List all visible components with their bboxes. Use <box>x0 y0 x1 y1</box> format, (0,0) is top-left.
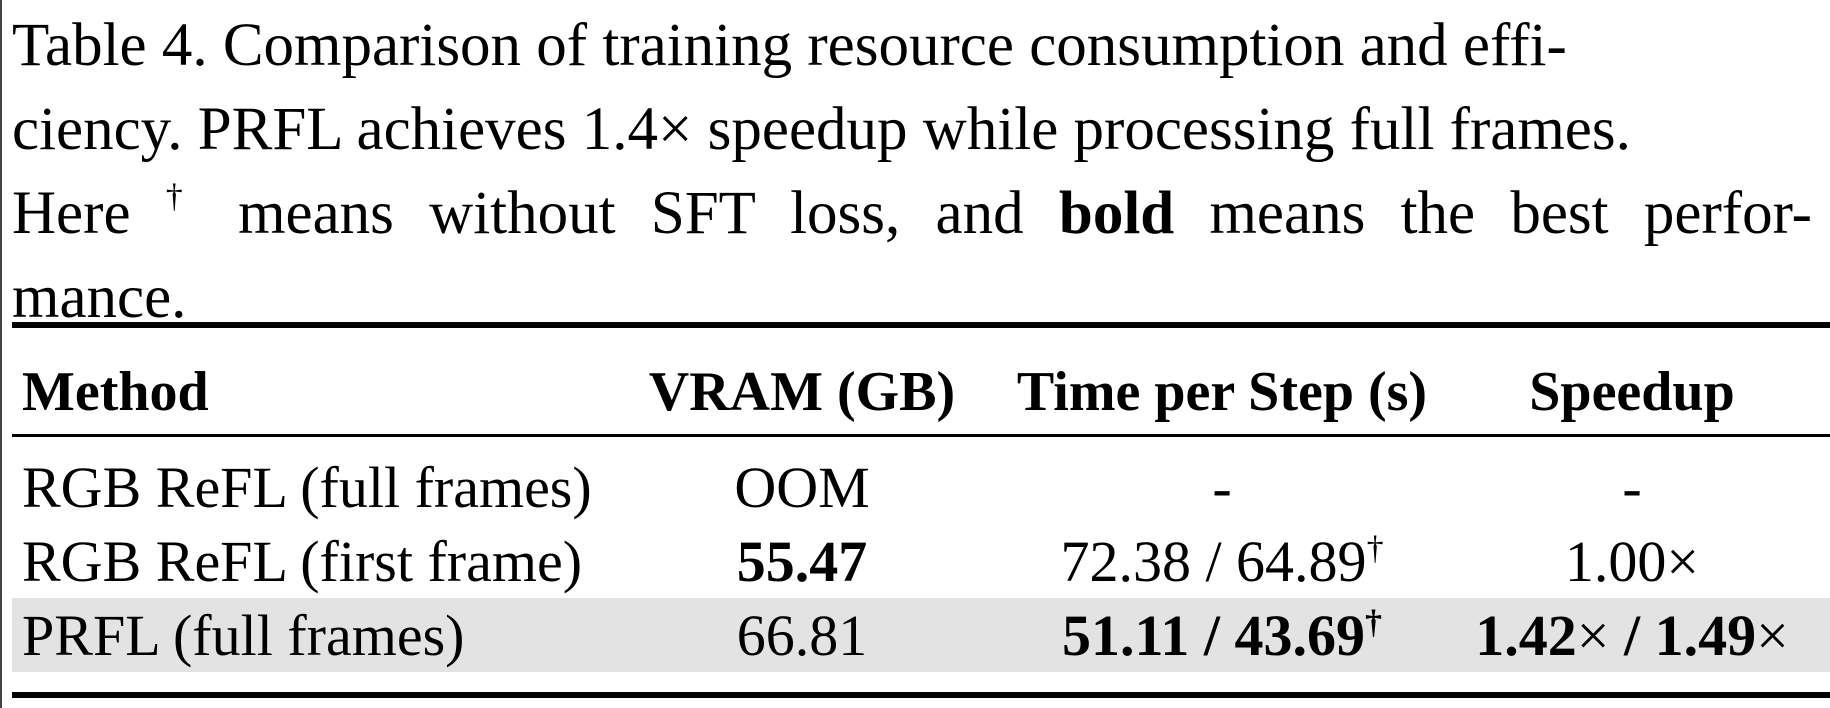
header-time-per-step: Time per Step (s) <box>1016 361 1428 423</box>
times-symbol: × <box>1756 603 1789 668</box>
header-vram: VRAM (GB) <box>648 361 956 423</box>
cell-method: PRFL (full frames) <box>22 603 465 668</box>
cell-vram: 66.81 <box>736 603 868 668</box>
header-method: Method <box>22 361 209 423</box>
table-row-highlighted: PRFL (full frames) 66.81 51.11 / 43.69† … <box>12 598 1830 672</box>
caption-line-2: ciency. PRFL achieves 1.4× speedup while… <box>12 96 1631 163</box>
dagger-symbol: † <box>165 178 203 215</box>
table-top-rule <box>12 322 1830 328</box>
cell-speedup: - <box>1622 455 1642 520</box>
dagger-symbol: † <box>1366 530 1384 567</box>
dagger-symbol: † <box>1364 604 1382 641</box>
header-speedup: Speedup <box>1529 361 1735 423</box>
cell-vram: OOM <box>734 455 870 520</box>
cell-speedup: 1.42× / 1.49× <box>1442 602 1822 669</box>
caption-here: Here <box>12 180 166 247</box>
table-mid-rule <box>12 434 1830 437</box>
speedup-value-b: 1.49 <box>1654 603 1757 668</box>
caption-bold-desc: means the best perfor- <box>1174 180 1812 247</box>
cell-time: 72.38 / 64.89† <box>992 528 1452 595</box>
table-row: RGB ReFL (full frames) OOM - - <box>12 450 1830 524</box>
table-caption: Table 4. Comparison of training resource… <box>12 4 1812 340</box>
speedup-value-a: 1.42 <box>1475 603 1577 668</box>
cell-method: RGB ReFL (first frame) <box>22 529 583 594</box>
table-row: RGB ReFL (first frame) 55.47 72.38 / 64.… <box>12 524 1830 598</box>
caption-dagger-desc: means without SFT loss, and <box>202 180 1059 247</box>
times-symbol: × <box>1576 603 1610 668</box>
cell-time: 51.11 / 43.69† <box>992 602 1452 669</box>
caption-line-1: Table 4. Comparison of training resource… <box>12 12 1567 79</box>
caption-line-3: Here † means without SFT loss, and bold … <box>12 172 1812 256</box>
cell-time: - <box>1212 455 1232 520</box>
table-header-row: Method VRAM (GB) Time per Step (s) Speed… <box>12 328 1830 450</box>
caption-bold-word: bold <box>1058 180 1175 247</box>
cell-time-value: 72.38 / 64.89 <box>1060 529 1367 594</box>
results-table: Method VRAM (GB) Time per Step (s) Speed… <box>12 322 1830 698</box>
cell-vram: 55.47 <box>736 529 868 594</box>
table-bottom-rule <box>12 692 1830 698</box>
cell-time-value: 51.11 / 43.69 <box>1062 603 1365 668</box>
cell-speedup: 1.00× <box>1564 529 1700 594</box>
caption-line-4: mance. <box>12 264 187 331</box>
cell-method: RGB ReFL (full frames) <box>22 455 592 520</box>
speedup-separator: / <box>1609 603 1655 668</box>
